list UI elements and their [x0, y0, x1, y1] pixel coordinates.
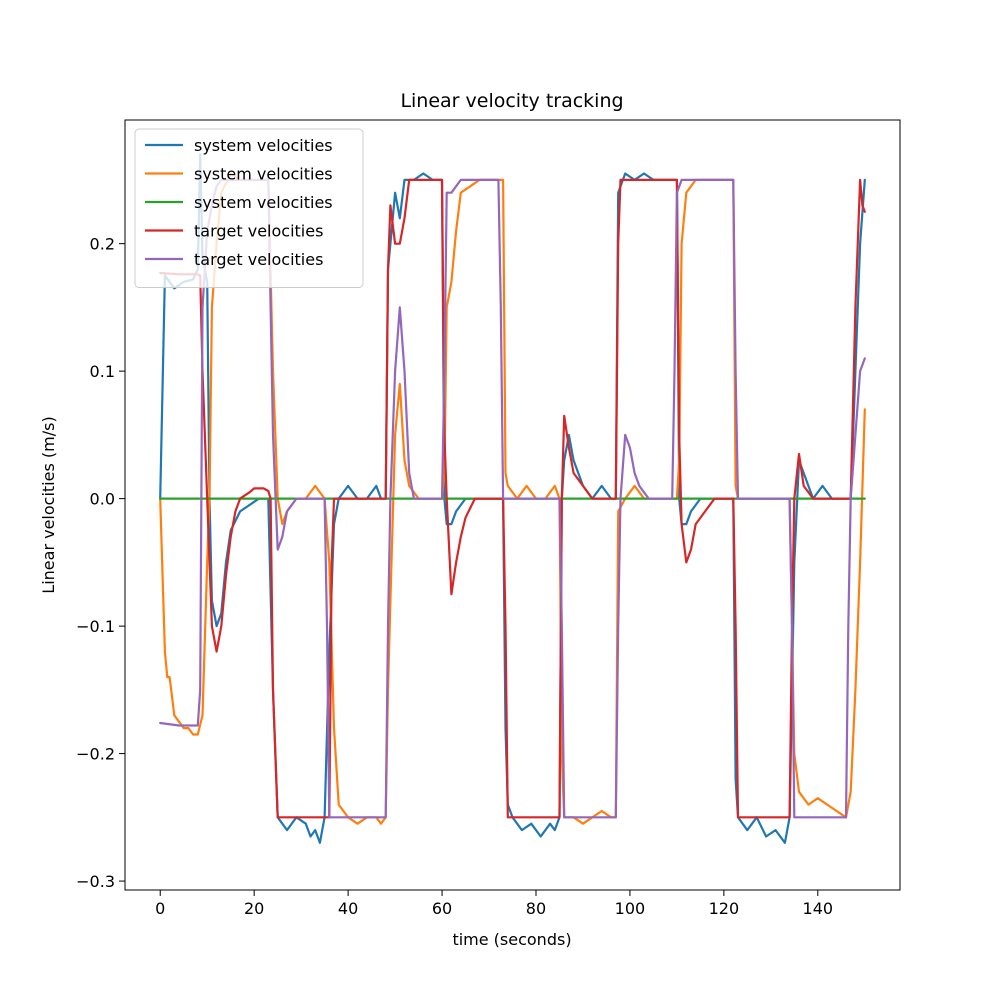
legend-label: target velocities: [194, 250, 323, 269]
series-line-4: [159, 178, 866, 819]
x-axis-label: time (seconds): [452, 930, 571, 949]
x-tick-label: 0: [155, 899, 165, 918]
x-tick-label: 100: [615, 899, 646, 918]
y-tick-label: −0.3: [76, 872, 115, 891]
y-tick-label: 0.0: [90, 490, 115, 509]
y-tick-label: 0.1: [90, 362, 115, 381]
x-tick-label: 140: [803, 899, 834, 918]
y-tick-label: 0.2: [90, 235, 115, 254]
x-tick-label: 120: [709, 899, 740, 918]
legend-label: system velocities: [194, 193, 333, 212]
legend-label: system velocities: [194, 165, 333, 184]
y-tick-label: −0.2: [76, 745, 115, 764]
y-axis-label: Linear velocities (m/s): [39, 416, 58, 593]
legend: system velocities system velocities system…: [134, 128, 364, 288]
legend-box: [134, 128, 364, 288]
legend-label: system velocities: [194, 136, 333, 155]
legend-label: target velocities: [194, 222, 323, 241]
x-tick-label: 20: [244, 899, 264, 918]
x-tick-label: 80: [526, 899, 546, 918]
plot-frame: [124, 119, 901, 891]
x-tick-label: 60: [432, 899, 452, 918]
axes-layer: 0 20 40 60 80 100 120 140 −0.3 −0.2 −0.1 0.0 0.1 0.2: [76, 235, 833, 918]
x-tick-label: 40: [338, 899, 358, 918]
y-tick-label: −0.1: [76, 617, 115, 636]
series-line-5: [159, 178, 866, 819]
chart-title: Linear velocity tracking: [400, 90, 623, 112]
